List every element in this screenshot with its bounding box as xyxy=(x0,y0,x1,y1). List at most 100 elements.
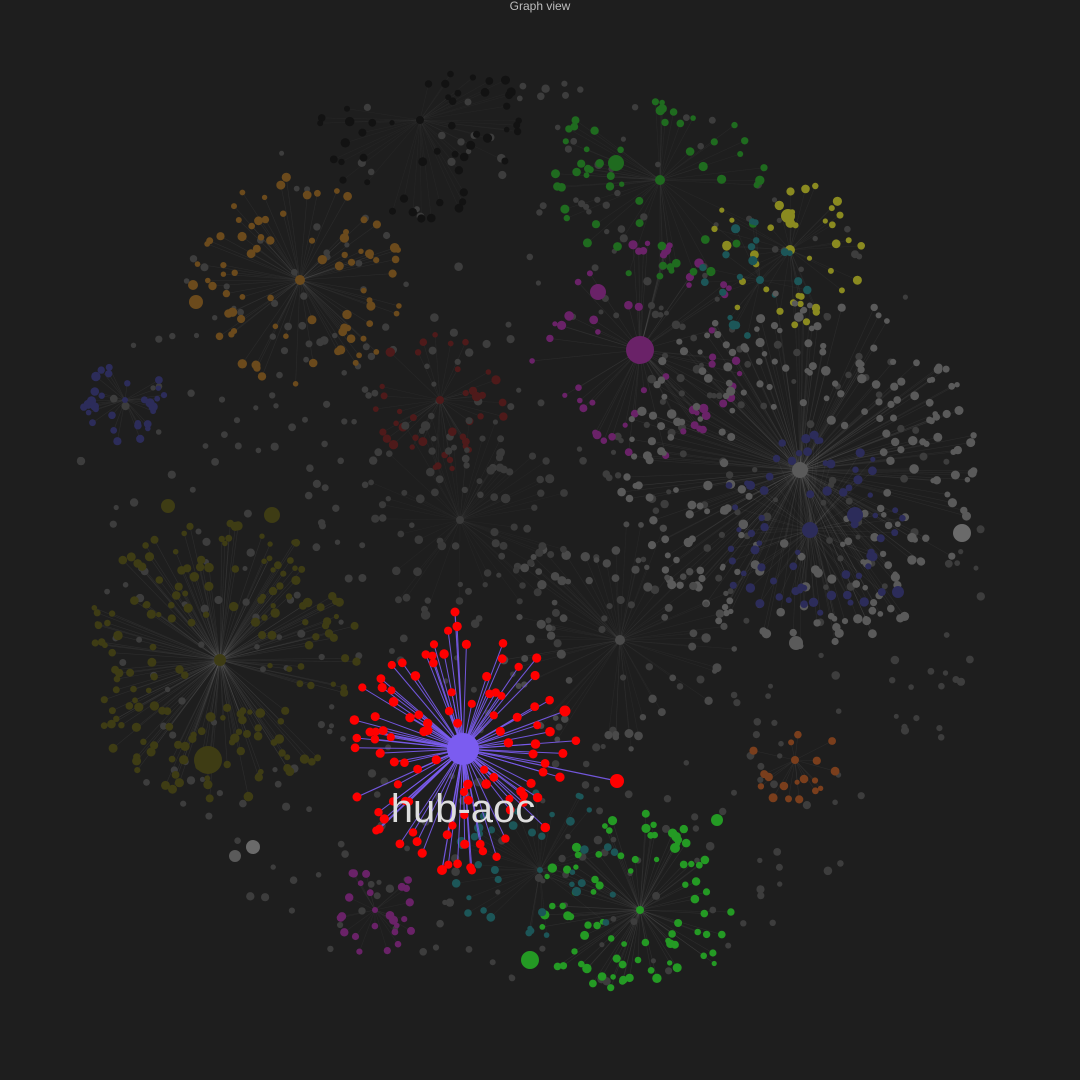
graph-node[interactable] xyxy=(852,466,859,473)
graph-node[interactable] xyxy=(890,414,897,422)
graph-node[interactable] xyxy=(559,962,568,970)
graph-node[interactable] xyxy=(617,852,625,860)
graph-node[interactable] xyxy=(306,806,312,813)
graph-node[interactable] xyxy=(641,809,650,818)
graph-node[interactable] xyxy=(495,889,501,895)
graph-node[interactable] xyxy=(205,794,214,803)
graph-node[interactable] xyxy=(729,217,735,223)
graph-node[interactable] xyxy=(894,521,901,528)
graph-node[interactable] xyxy=(180,741,190,752)
graph-node[interactable] xyxy=(755,337,765,348)
graph-node[interactable] xyxy=(197,555,206,565)
graph-node[interactable] xyxy=(561,80,568,87)
focused-neighbor-node[interactable] xyxy=(370,712,380,722)
graph-node[interactable] xyxy=(449,465,455,472)
graph-node[interactable] xyxy=(441,79,450,88)
graph-node[interactable] xyxy=(719,288,727,296)
graph-node[interactable] xyxy=(89,419,96,427)
graph-node[interactable] xyxy=(730,691,738,699)
graph-node[interactable] xyxy=(840,421,849,430)
graph-node[interactable] xyxy=(685,510,694,519)
graph-node[interactable] xyxy=(582,760,590,768)
graph-node[interactable] xyxy=(868,629,877,639)
graph-node[interactable] xyxy=(395,246,401,253)
graph-node[interactable] xyxy=(689,581,698,591)
graph-node[interactable] xyxy=(838,488,848,497)
graph-node[interactable] xyxy=(910,391,920,401)
graph-node[interactable] xyxy=(222,289,231,298)
graph-node[interactable] xyxy=(690,115,696,121)
graph-node[interactable] xyxy=(190,731,197,738)
graph-node[interactable] xyxy=(104,588,110,595)
graph-node[interactable] xyxy=(562,138,569,145)
graph-node[interactable] xyxy=(660,499,669,509)
graph-node[interactable] xyxy=(147,657,157,667)
focused-neighbor-node[interactable] xyxy=(397,658,407,668)
graph-node[interactable] xyxy=(813,322,822,331)
graph-node[interactable] xyxy=(893,713,899,719)
graph-node[interactable] xyxy=(857,366,865,374)
graph-node[interactable] xyxy=(435,475,444,484)
focused-neighbor-node[interactable] xyxy=(423,718,433,728)
graph-node[interactable] xyxy=(643,582,653,592)
graph-node[interactable] xyxy=(966,655,974,664)
graph-node[interactable] xyxy=(266,236,275,245)
graph-node[interactable] xyxy=(907,555,917,565)
graph-node[interactable] xyxy=(131,722,141,732)
graph-node[interactable] xyxy=(935,363,943,371)
graph-node[interactable] xyxy=(837,555,844,562)
graph-node[interactable] xyxy=(333,613,339,620)
graph-node[interactable] xyxy=(409,444,415,450)
graph-node[interactable] xyxy=(356,948,363,955)
graph-node[interactable] xyxy=(725,471,734,479)
graph-node[interactable] xyxy=(689,629,698,638)
graph-node[interactable] xyxy=(676,119,685,128)
graph-node[interactable] xyxy=(215,332,224,341)
graph-node[interactable] xyxy=(627,868,634,874)
focused-neighbor-node[interactable] xyxy=(519,791,528,800)
focused-neighbor-node[interactable] xyxy=(528,749,538,759)
graph-node[interactable] xyxy=(719,565,726,571)
graph-node[interactable] xyxy=(327,945,334,953)
graph-node[interactable] xyxy=(546,631,556,640)
focused-neighbor-node[interactable] xyxy=(503,738,514,748)
graph-node[interactable] xyxy=(770,403,777,410)
graph-node[interactable] xyxy=(689,267,698,276)
graph-node[interactable] xyxy=(172,548,179,555)
graph-node[interactable] xyxy=(803,285,812,295)
graph-node[interactable] xyxy=(124,380,131,387)
graph-node[interactable] xyxy=(592,429,599,436)
graph-node[interactable] xyxy=(513,121,521,129)
graph-node[interactable] xyxy=(368,118,377,127)
graph-node[interactable] xyxy=(393,310,400,317)
graph-node[interactable] xyxy=(723,609,730,617)
graph-node[interactable] xyxy=(409,414,417,422)
graph-node[interactable] xyxy=(897,377,906,386)
graph-node[interactable] xyxy=(687,500,697,510)
graph-node[interactable] xyxy=(562,91,569,99)
graph-node[interactable] xyxy=(976,525,985,534)
graph-node[interactable] xyxy=(342,309,352,320)
graph-node[interactable] xyxy=(102,642,108,649)
graph-node[interactable] xyxy=(280,570,287,577)
graph-node[interactable] xyxy=(640,556,647,563)
graph-node[interactable] xyxy=(877,588,886,597)
graph-node[interactable] xyxy=(760,523,769,532)
graph-node[interactable] xyxy=(150,535,159,544)
focused-neighbor-node[interactable] xyxy=(388,697,399,707)
graph-node[interactable] xyxy=(242,566,248,571)
graph-node[interactable] xyxy=(667,580,677,590)
graph-node[interactable] xyxy=(954,382,960,388)
graph-node[interactable] xyxy=(827,267,834,274)
graph-node[interactable] xyxy=(94,621,101,627)
graph-node[interactable] xyxy=(389,120,395,126)
graph-node[interactable] xyxy=(146,747,156,757)
graph-node[interactable] xyxy=(755,599,765,609)
graph-node[interactable] xyxy=(663,795,672,803)
focused-neighbor-node[interactable] xyxy=(375,748,385,758)
focused-neighbor-node[interactable] xyxy=(540,822,551,833)
graph-cluster-hub[interactable] xyxy=(436,396,444,404)
graph-node[interactable] xyxy=(722,251,730,259)
graph-node[interactable] xyxy=(490,528,499,537)
graph-node[interactable] xyxy=(323,249,331,256)
